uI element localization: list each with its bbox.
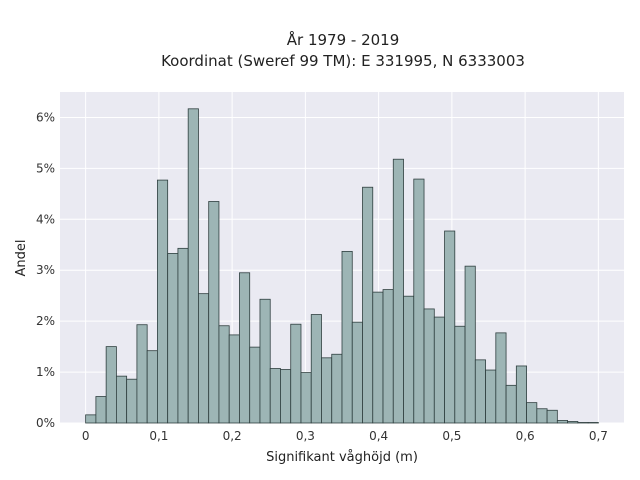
x-tick-label: 0,6: [516, 429, 535, 443]
histogram-bar-35: [444, 230, 456, 424]
x-tick-label: 0,4: [369, 429, 388, 443]
histogram-bar-16: [249, 346, 261, 424]
histogram-bar-18: [269, 368, 281, 424]
histogram-bar-31: [403, 295, 415, 424]
histogram-bar-3: [116, 375, 128, 424]
histogram-bar-29: [382, 289, 394, 424]
y-tick-label: 2%: [36, 314, 55, 328]
histogram-bar-48: [577, 422, 589, 424]
histogram-bar-27: [362, 186, 374, 424]
histogram-bar-20: [290, 323, 302, 424]
histogram-bar-46: [556, 420, 569, 424]
histogram-bar-32: [413, 178, 425, 424]
y-tick-label: 4%: [36, 212, 55, 226]
histogram-bars: [85, 108, 599, 424]
histogram-bar-45: [546, 409, 558, 424]
x-tick-label: 0,7: [589, 429, 608, 443]
y-tick-label: 0%: [36, 416, 55, 430]
histogram-bar-42: [515, 365, 527, 424]
histogram-bar-1: [95, 396, 107, 424]
histogram-bar-37: [464, 265, 476, 424]
x-tick-label: 0,1: [149, 429, 168, 443]
histogram-bar-40: [495, 332, 507, 424]
histogram-bar-41: [505, 384, 517, 424]
histogram-bar-23: [321, 357, 333, 424]
histogram-bar-26: [351, 321, 363, 424]
x-tick-label: 0,5: [442, 429, 461, 443]
histogram-bar-30: [392, 158, 404, 424]
histogram-bar-4: [126, 378, 138, 424]
x-tick-label: 0,3: [296, 429, 315, 443]
histogram-bar-44: [536, 408, 548, 424]
histogram-bar-12: [208, 201, 220, 424]
x-axis-ticks: 0 0,1 0,2 0,3 0,4 0,5 0,6 0,7: [82, 429, 608, 443]
histogram-bar-47: [567, 421, 579, 424]
histogram-bar-9: [177, 247, 189, 424]
histogram-bar-28: [372, 291, 384, 424]
histogram-bar-15: [239, 272, 251, 424]
histogram-bar-14: [228, 334, 240, 424]
histogram-bar-38: [474, 359, 486, 424]
histogram-bar-11: [198, 293, 210, 424]
y-axis-label: Andel: [14, 240, 29, 277]
histogram-bar-24: [331, 353, 343, 424]
histogram-bar-19: [280, 369, 292, 424]
chart-title-line-2: Koordinat (Sweref 99 TM): E 331995, N 63…: [161, 52, 525, 70]
histogram-bar-22: [310, 314, 322, 424]
y-tick-label: 5%: [36, 161, 55, 175]
histogram-bar-10: [187, 108, 199, 424]
histogram-bar-0: [85, 414, 97, 424]
histogram-bar-8: [167, 253, 179, 424]
y-axis-ticks: 0% 1% 2% 3% 4% 5% 6%: [36, 110, 55, 430]
histogram-bar-5: [136, 324, 148, 424]
histogram-bar-6: [146, 350, 158, 424]
y-tick-label: 1%: [36, 365, 55, 379]
histogram-bar-2: [105, 346, 117, 424]
histogram-bar-36: [454, 325, 466, 424]
histogram-bar-25: [341, 250, 353, 424]
histogram-bar-33: [423, 308, 435, 424]
chart-title-line-1: År 1979 - 2019: [287, 30, 400, 49]
histogram-bar-39: [485, 369, 497, 424]
histogram-bar-7: [157, 179, 169, 424]
y-tick-label: 3%: [36, 263, 55, 277]
histogram-bar-17: [259, 298, 271, 424]
histogram-bar-49: [587, 422, 599, 424]
x-axis-label: Signifikant våghöjd (m): [266, 450, 418, 465]
y-tick-label: 6%: [36, 110, 55, 124]
histogram-bar-34: [433, 316, 445, 424]
histogram-bar-21: [300, 372, 312, 424]
histogram-bar-43: [526, 402, 538, 424]
x-tick-label: 0: [82, 429, 90, 443]
histogram-bar-13: [218, 325, 230, 424]
x-tick-label: 0,2: [223, 429, 242, 443]
